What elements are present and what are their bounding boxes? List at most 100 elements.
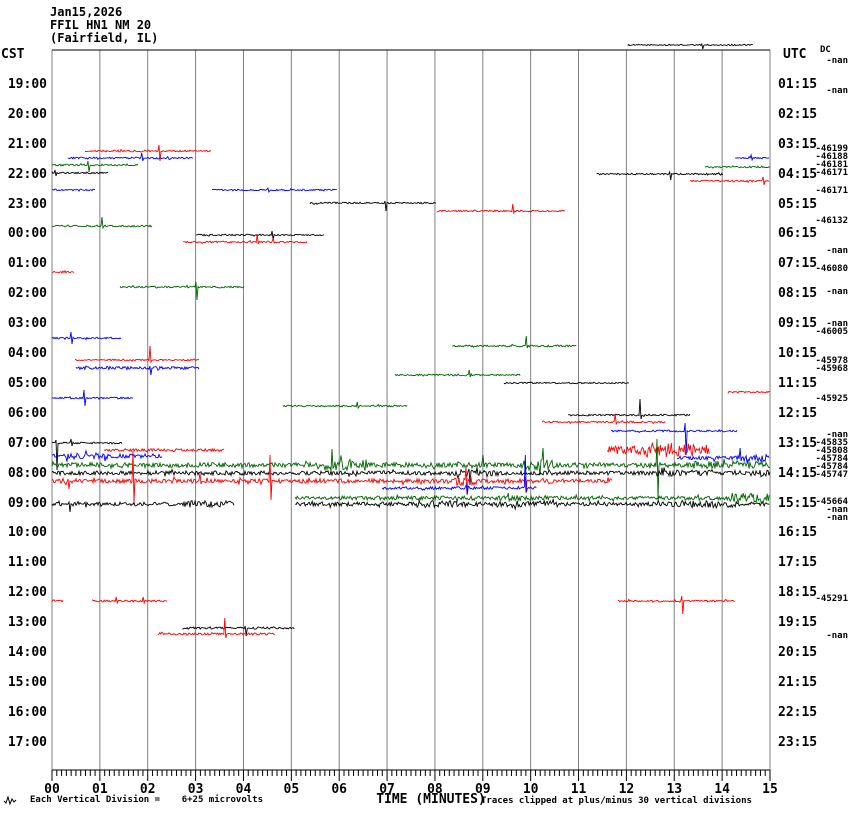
seismic-trace-black [196,230,325,241]
seismic-trace-black [596,170,724,181]
dc-offset-value: -nan [826,505,848,515]
seismic-trace-green [394,369,521,378]
minute-label: 09 [474,782,491,797]
station-code: FFIL HN1 NM 20 [50,18,152,32]
dc-offset-value: -nan [826,319,848,329]
seismic-trace-black [627,42,753,50]
cst-hour-label: 22:00 [7,167,47,182]
clipping-note: Traces clipped at plus/minus 30 vertical… [481,796,752,806]
seismic-trace-red [436,203,566,215]
cst-hour-label: 03:00 [7,316,47,331]
dc-offset-value: -45747 [815,470,848,480]
seismic-trace-black [294,498,770,511]
seismic-trace-blue [51,449,163,462]
vertical-division-note: Each Vertical Division = 6+25 microvolts [30,795,263,805]
seismic-trace-red [51,269,75,274]
utc-hour-label: 06:15 [778,226,818,241]
utc-hour-label: 22:15 [778,705,818,720]
minute-label: 02 [139,782,156,797]
dc-offset-value: -46080 [815,264,848,274]
dc-offset-value: -46171 [815,168,848,178]
seismic-trace-green [452,335,577,349]
seismic-trace-black [51,499,235,513]
utc-hour-label: 05:15 [778,197,818,212]
seismic-trace-black [503,381,630,385]
cst-hour-label: 04:00 [7,346,47,361]
dc-offset-value: -45978 [815,356,848,366]
utc-hour-label: 16:15 [778,525,818,540]
utc-hour-label: 09:15 [778,316,818,331]
minute-label: 06 [331,782,348,797]
cst-hour-label: 23:00 [7,197,47,212]
seismic-trace-green [52,160,139,173]
dc-offset-value: -45784 [815,454,848,464]
seismic-trace-red [91,596,168,605]
minute-label: 03 [187,782,204,797]
utc-hour-label: 15:15 [778,496,818,511]
dc-offset-value: -nan [826,56,848,66]
seismic-trace-blue [211,186,337,194]
minute-label: 11 [570,782,587,797]
minute-label: 14 [714,782,730,797]
cst-hour-label: 15:00 [7,675,47,690]
seismic-trace-black [51,169,109,177]
minute-label: 04 [235,782,252,797]
cst-hour-label: 09:00 [7,496,47,511]
cst-hour-label: 06:00 [7,406,47,421]
utc-hour-label: 08:15 [778,286,818,301]
seismic-trace-red [84,144,212,162]
seismic-trace-red [617,595,736,615]
dc-offset-value: -46171 [815,186,848,196]
seismic-trace-black [51,438,123,471]
cst-hour-label: 10:00 [7,525,47,540]
utc-hour-label: 20:15 [778,645,818,660]
seismic-trace-green [282,401,408,410]
minute-label: 12 [618,782,635,797]
dc-offset-value: -45808 [815,446,848,456]
seismic-trace-red [157,617,276,639]
utc-hour-label: 04:15 [778,167,818,182]
cst-hour-label: 01:00 [7,256,47,271]
seismic-trace-green [704,165,770,169]
minute-label: 15 [762,782,778,797]
dc-offset-value: -nan [826,246,848,256]
seismic-trace-red [606,441,710,459]
seismic-trace-blue [677,447,770,464]
cst-hour-label: 07:00 [7,436,47,451]
dc-offset-value: -nan [826,86,848,96]
dc-offset-value: -45925 [815,394,848,404]
utc-axis-label: UTC [783,47,807,62]
utc-hour-label: 11:15 [778,376,818,391]
seismic-trace-green [119,281,245,301]
seismic-trace-blue [611,422,738,456]
dc-offset-value: -45291 [815,594,848,604]
utc-hour-label: 07:15 [778,256,818,271]
mini-seismogram-icon [4,795,17,806]
dc-offset-value: -45835 [815,438,848,448]
dc-offset-value: -46188 [815,152,848,162]
cst-hour-label: 17:00 [7,735,47,750]
station-location: (Fairfield, IL) [50,31,159,45]
seismic-trace-red [51,599,64,603]
dc-offset-value: -46181 [815,160,848,170]
seismic-trace-blue [735,153,770,162]
seismic-trace-red [103,447,225,454]
utc-hour-label: 23:15 [778,735,818,750]
dc-offset-value: -46005 [815,327,848,337]
seismic-trace-red [74,345,200,364]
seismic-trace-red [541,413,666,426]
utc-hour-label: 01:15 [778,77,818,92]
seismic-trace-black [309,200,437,212]
dc-offset-value: -nan [826,430,848,440]
dc-offset-value: -45968 [815,364,848,374]
seismic-trace-blue [381,454,537,495]
dc-column-header: DC [820,45,831,55]
dc-offset-value: -45664 [815,497,848,507]
cst-hour-label: 11:00 [7,555,47,570]
cst-hour-label: 12:00 [7,585,47,600]
seismic-trace-black [182,625,295,637]
utc-hour-label: 14:15 [778,466,818,481]
seismic-trace-green [51,438,770,499]
